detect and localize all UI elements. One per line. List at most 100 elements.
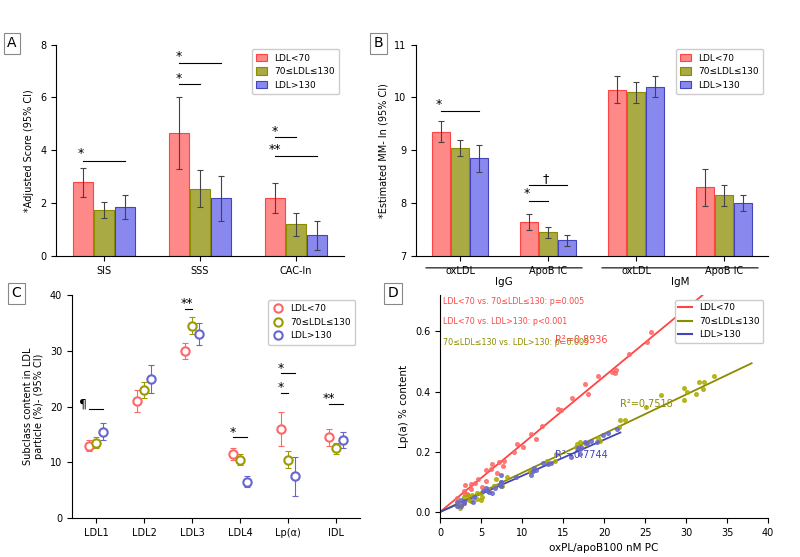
Point	[622, 349, 635, 358]
Bar	[734, 203, 752, 557]
Point	[458, 492, 470, 501]
Point	[450, 497, 463, 506]
Point	[471, 494, 484, 503]
Point	[488, 484, 501, 493]
Point	[530, 465, 542, 474]
Point	[507, 447, 520, 456]
Bar	[646, 87, 664, 557]
Point	[611, 424, 624, 433]
Y-axis label: *Adjusted Score (95% CI): *Adjusted Score (95% CI)	[25, 89, 34, 212]
Text: D: D	[387, 286, 398, 300]
Legend: LDL<70, 70≤LDL≤130, LDL>130: LDL<70, 70≤LDL≤130, LDL>130	[676, 49, 763, 94]
Point	[479, 476, 492, 485]
Bar	[539, 232, 557, 557]
Point	[535, 422, 548, 431]
Text: *: *	[78, 147, 84, 160]
Point	[471, 475, 484, 483]
Bar	[470, 158, 488, 557]
Point	[469, 479, 482, 488]
Point	[466, 498, 479, 507]
Text: †: †	[543, 172, 550, 184]
Point	[606, 368, 619, 377]
Point	[592, 372, 605, 380]
Point	[581, 439, 594, 448]
Point	[454, 503, 466, 512]
Point	[498, 456, 510, 465]
Text: *: *	[272, 125, 278, 138]
Point	[574, 438, 586, 447]
Point	[461, 489, 474, 498]
Legend: LDL<70, 70≤LDL≤130, LDL>130: LDL<70, 70≤LDL≤130, LDL>130	[268, 300, 355, 345]
Point	[494, 482, 507, 491]
Point	[594, 437, 606, 446]
Point	[537, 459, 550, 468]
Point	[526, 466, 539, 475]
Point	[485, 465, 498, 473]
Bar	[169, 133, 189, 256]
Point	[612, 423, 625, 432]
Point	[517, 442, 530, 451]
Point	[544, 459, 557, 468]
Point	[578, 379, 591, 388]
Bar	[520, 222, 538, 557]
Point	[697, 384, 710, 393]
Y-axis label: *Estimated MM- ln (95% CI): *Estimated MM- ln (95% CI)	[378, 83, 389, 218]
Point	[597, 431, 610, 439]
Bar	[265, 198, 285, 256]
Y-axis label: Subclass content in LDL
particle (%)- (95% CI): Subclass content in LDL particle (%)- (9…	[22, 348, 44, 465]
Point	[501, 473, 514, 482]
Point	[541, 456, 554, 465]
Point	[462, 491, 474, 500]
Text: A: A	[7, 36, 17, 50]
Point	[480, 483, 493, 492]
Point	[488, 482, 501, 491]
Point	[462, 496, 475, 505]
Point	[490, 475, 502, 483]
Point	[677, 395, 690, 404]
Point	[609, 369, 622, 378]
Text: LDL<70 vs. LDL>130: p<0.001: LDL<70 vs. LDL>130: p<0.001	[443, 317, 567, 326]
Bar	[211, 198, 231, 256]
Point	[578, 437, 591, 446]
Bar	[627, 92, 645, 557]
Bar	[451, 148, 469, 557]
Text: IgM: IgM	[670, 277, 690, 287]
Point	[592, 434, 605, 443]
Point	[486, 460, 499, 468]
Point	[450, 501, 463, 510]
Point	[470, 488, 483, 497]
Bar	[286, 224, 306, 256]
Point	[494, 478, 507, 487]
Point	[698, 378, 710, 387]
Point	[475, 489, 488, 498]
Point	[572, 443, 585, 452]
Point	[458, 499, 470, 507]
Text: B: B	[374, 36, 383, 50]
Point	[487, 482, 500, 491]
Point	[482, 485, 494, 494]
Text: *: *	[230, 426, 236, 438]
Text: **: **	[269, 143, 281, 156]
Point	[554, 406, 567, 415]
Point	[455, 499, 468, 508]
Point	[585, 437, 598, 446]
Point	[618, 415, 631, 424]
Point	[670, 305, 683, 314]
Point	[474, 496, 487, 505]
Point	[459, 481, 472, 490]
Point	[690, 389, 702, 398]
Text: R²=0.7744: R²=0.7744	[555, 450, 607, 460]
Point	[680, 387, 693, 396]
Point	[453, 499, 466, 508]
Y-axis label: Lp(a) % content: Lp(a) % content	[399, 365, 410, 448]
Legend: LDL<70, 70≤LDL≤130, LDL>130: LDL<70, 70≤LDL≤130, LDL>130	[252, 49, 339, 94]
Bar	[608, 90, 626, 557]
Point	[582, 390, 594, 399]
Point	[464, 496, 477, 505]
Point	[451, 494, 464, 502]
Point	[458, 499, 470, 507]
Text: R²=0.8936: R²=0.8936	[555, 335, 607, 345]
Text: 70≤LDL≤130 vs. LDL>130: p=0.005: 70≤LDL≤130 vs. LDL>130: p=0.005	[443, 338, 590, 346]
Point	[580, 439, 593, 448]
Legend: LDL<70, 70≤LDL≤130, LDL>130: LDL<70, 70≤LDL≤130, LDL>130	[675, 300, 763, 343]
